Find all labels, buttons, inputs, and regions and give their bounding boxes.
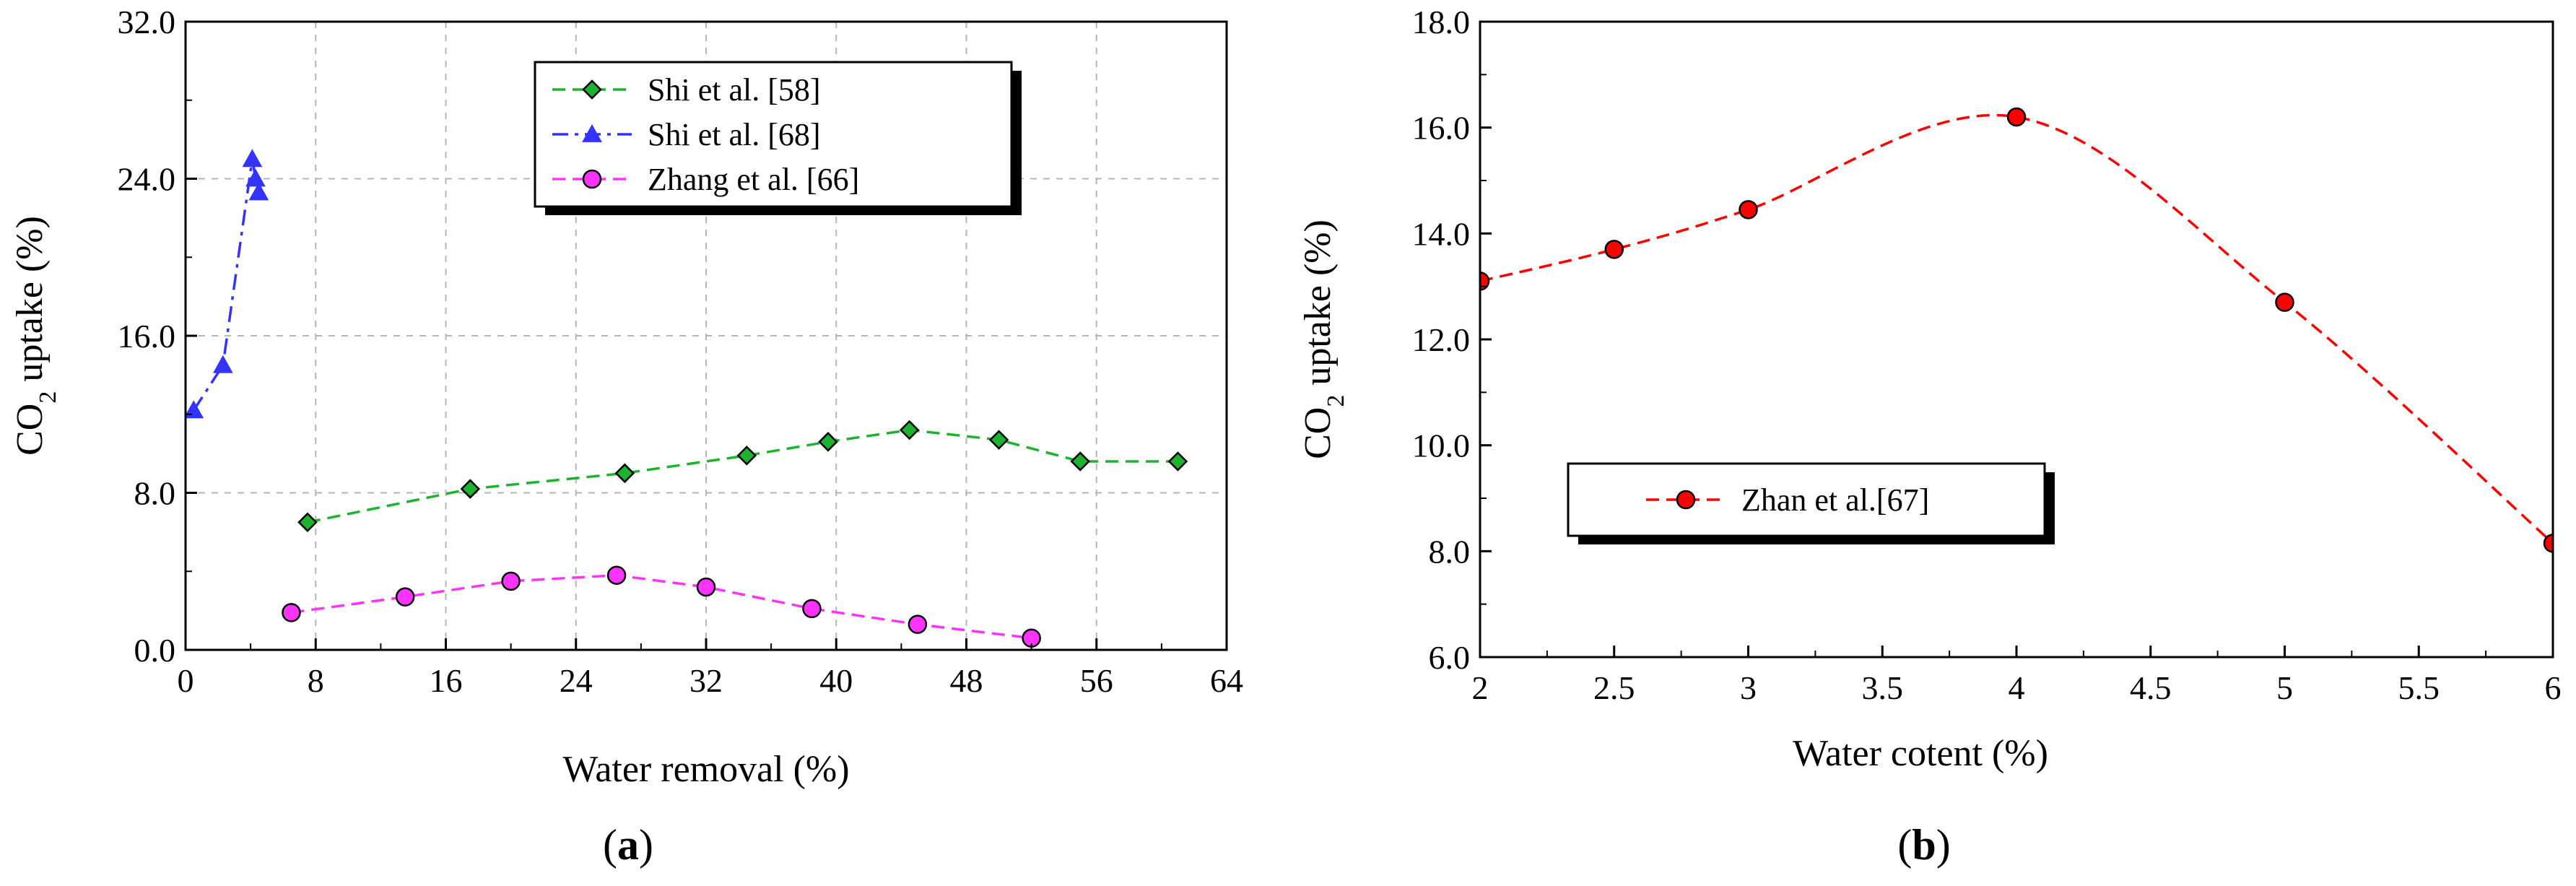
chart-b-xtick-label: 2.5 bbox=[1593, 669, 1635, 706]
chart-b-data-point bbox=[2006, 107, 2027, 127]
chart-b-ytick-label: 6.0 bbox=[1429, 639, 1471, 676]
chart-b-ytick-label: 8.0 bbox=[1429, 533, 1471, 570]
chart-a-data-point bbox=[988, 430, 1009, 450]
chart-b-data-point bbox=[1480, 272, 1490, 291]
chart-a-series-0 bbox=[297, 420, 1188, 533]
chart-a: 0 8 16 24 32 40 48 56 64 0.0 8.0 16.0 24.0 32.0 Shi e… bbox=[9, 4, 1243, 869]
chart-a-data-point bbox=[606, 565, 627, 585]
chart-a-data-point bbox=[248, 182, 269, 201]
chart-a-legend-marker bbox=[582, 79, 602, 100]
chart-b-xtick-label: 4.5 bbox=[2130, 669, 2172, 706]
chart-a-ytick-label: 32.0 bbox=[118, 4, 176, 40]
chart-a-data-point bbox=[1167, 451, 1188, 472]
chart-a-data-point bbox=[802, 599, 822, 619]
chart-b-ylabel: CO2 uptake (%) bbox=[1297, 220, 1349, 459]
chart-a-data-point bbox=[395, 587, 415, 607]
chart-b-legend-marker bbox=[1676, 490, 1696, 510]
chart-b-xtick-label: 2 bbox=[1472, 669, 1489, 706]
chart-b-legend: Zhan et al.[67] bbox=[1567, 462, 2055, 544]
chart-b-legend-label: Zhan et al.[67] bbox=[1741, 482, 1929, 518]
chart-a-ticks: 0 8 16 24 32 40 48 56 64 0.0 8.0 16.0 24.0 32.0 bbox=[118, 4, 1244, 699]
chart-a-data-point bbox=[297, 512, 318, 533]
chart-a-legend-item: Zhang et al. [66] bbox=[552, 162, 859, 197]
chart-b-xtick-label: 5 bbox=[2276, 669, 2293, 706]
chart-a-legend-item: Shi et al. [68] bbox=[552, 117, 821, 152]
chart-a-data-point bbox=[1070, 451, 1090, 472]
chart-a-data-point bbox=[460, 479, 481, 499]
chart-b-ytick-label: 18.0 bbox=[1412, 4, 1471, 40]
chart-b-frame bbox=[1479, 20, 2554, 659]
chart-a-legend-label: Zhang et al. [66] bbox=[648, 162, 859, 197]
chart-a-xtick-label: 48 bbox=[950, 662, 983, 699]
chart-b-xtick-label: 3 bbox=[1740, 669, 1757, 706]
chart-a-legend-label: Shi et al. [68] bbox=[648, 117, 821, 152]
chart-a-ytick-label: 24.0 bbox=[118, 161, 176, 198]
chart-a-data-point bbox=[908, 614, 928, 634]
chart-b-ticks: 2 2.5 3 3.5 4 4.5 5 5.5 6 6.0 8.0 10.0 12.0 14.0 16.0 1… bbox=[1412, 4, 2562, 706]
chart-b-data-point bbox=[2543, 534, 2553, 553]
chart-a-data-point bbox=[899, 420, 920, 440]
chart-a-frame bbox=[184, 20, 1228, 651]
chart-b-xtick-label: 6 bbox=[2545, 669, 2562, 706]
chart-a-xtick-label: 64 bbox=[1210, 662, 1243, 699]
chart-b-ytick-label: 12.0 bbox=[1412, 321, 1471, 358]
chart-a-series-line bbox=[291, 573, 1032, 640]
chart-a-data-point bbox=[736, 446, 757, 466]
chart-b-series-0 bbox=[1480, 107, 2553, 553]
chart-b-xlabel: Water cotent (%) bbox=[1793, 733, 2048, 774]
chart-b: 2 2.5 3 3.5 4 4.5 5 5.5 6 6.0 8.0 10.0 12.0 14.0 16.0 1… bbox=[1297, 4, 2562, 869]
chart-a-ytick-label: 8.0 bbox=[134, 475, 176, 512]
chart-a-xlabel: Water removal (%) bbox=[562, 749, 849, 790]
chart-a-ytick-label: 16.0 bbox=[118, 318, 176, 355]
chart-a-data-point bbox=[614, 463, 635, 484]
chart-a-data-point bbox=[282, 603, 301, 622]
chart-a-ylabel: CO2 uptake (%) bbox=[9, 216, 61, 456]
chart-b-panel-label: (b) bbox=[1897, 821, 1950, 869]
chart-a-data-point bbox=[245, 168, 266, 187]
chart-b-data-point bbox=[1739, 200, 1758, 220]
chart-a-data-point bbox=[501, 571, 521, 591]
chart-a-xtick-label: 16 bbox=[430, 662, 463, 699]
chart-a-data-point bbox=[696, 577, 716, 597]
chart-a-data-point bbox=[242, 149, 263, 168]
chart-b-ytick-label: 14.0 bbox=[1412, 215, 1471, 252]
chart-a-panel-label: (a) bbox=[603, 821, 653, 869]
chart-a-ytick-label: 0.0 bbox=[134, 632, 176, 669]
chart-a-xtick-label: 24 bbox=[560, 662, 593, 699]
chart-a-legend: Shi et al. [58] Shi et al. [68] Zhang et a… bbox=[534, 61, 1022, 215]
chart-a-legend-marker bbox=[582, 169, 602, 189]
chart-b-legend-item: Zhan et al.[67] bbox=[1646, 482, 1929, 518]
chart-a-series-1 bbox=[186, 149, 269, 419]
chart-b-ytick-label: 10.0 bbox=[1412, 427, 1471, 464]
chart-a-xtick-label: 40 bbox=[819, 662, 853, 699]
chart-a-legend-marker bbox=[582, 123, 602, 142]
chart-a-data-point bbox=[818, 432, 838, 452]
chart-a-series-2 bbox=[282, 565, 1041, 648]
chart-a-series-line bbox=[307, 428, 1178, 524]
chart-a-series bbox=[186, 149, 1188, 648]
chart-b-xtick-label: 4 bbox=[2009, 669, 2025, 706]
chart-a-xtick-label: 56 bbox=[1080, 662, 1113, 699]
chart-b-xtick-label: 5.5 bbox=[2398, 669, 2440, 706]
chart-b-data-point bbox=[1604, 240, 1624, 259]
chart-a-legend-label: Shi et al. [58] bbox=[648, 72, 821, 108]
chart-b-data-point bbox=[2275, 292, 2294, 312]
chart-a-xtick-label: 0 bbox=[178, 662, 194, 699]
chart-a-xtick-label: 32 bbox=[689, 662, 723, 699]
chart-a-data-point bbox=[212, 355, 233, 373]
chart-b-series bbox=[1480, 107, 2553, 553]
chart-a-data-point bbox=[186, 400, 204, 419]
chart-b-ytick-label: 16.0 bbox=[1412, 110, 1471, 147]
chart-a-legend-item: Shi et al. [58] bbox=[552, 72, 821, 108]
chart-b-xtick-label: 3.5 bbox=[1862, 669, 1904, 706]
chart-a-xtick-label: 8 bbox=[308, 662, 324, 699]
